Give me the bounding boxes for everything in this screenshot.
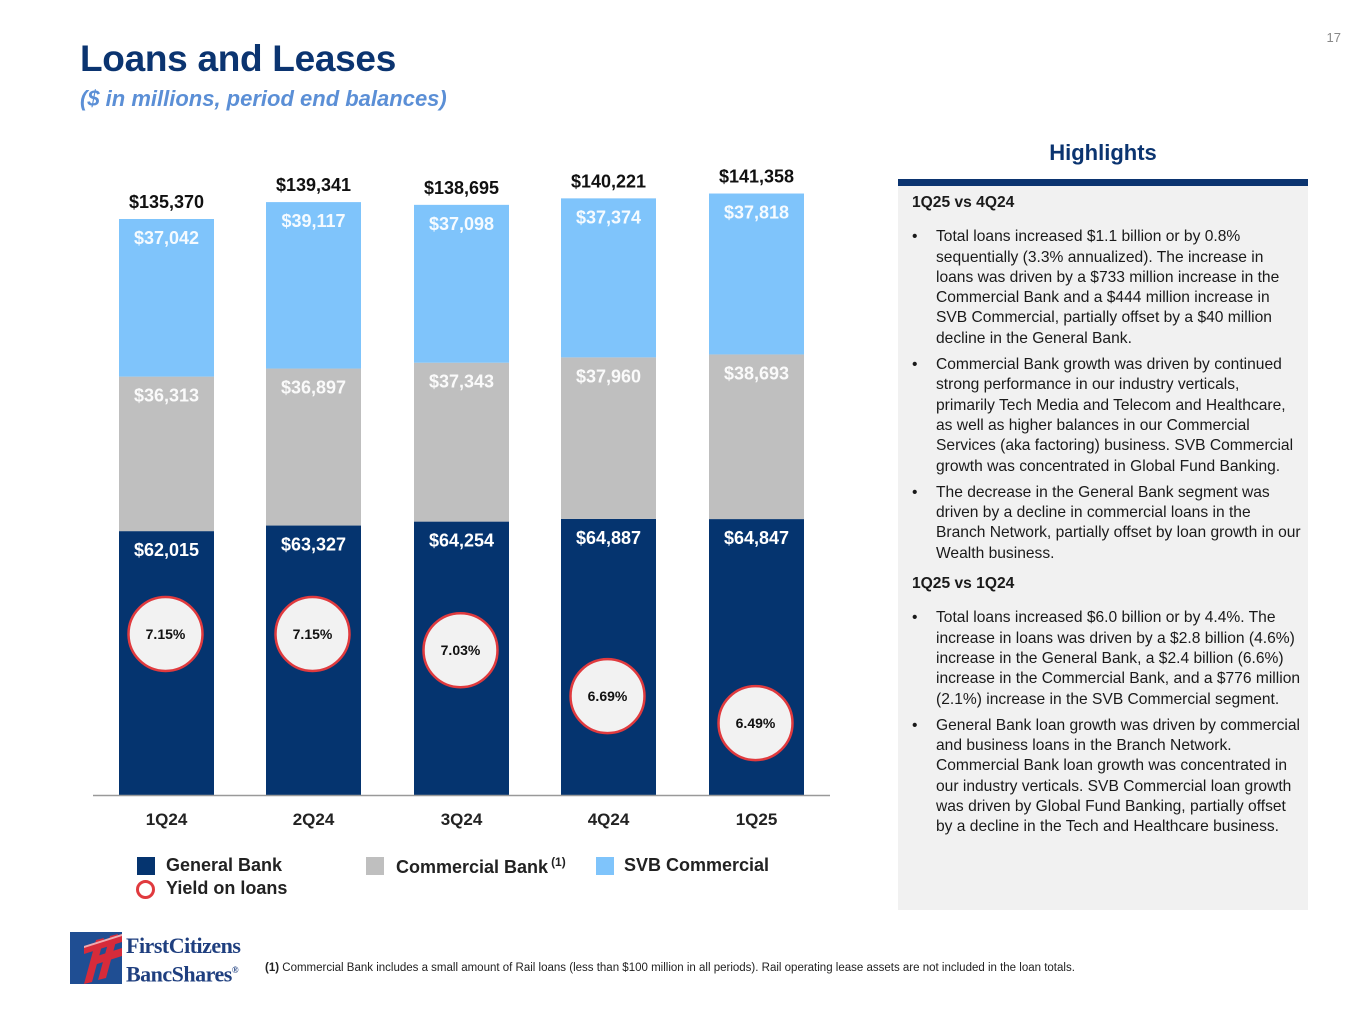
highlights-bullet: • Total loans increased $1.1 billion or b… [912, 227, 1302, 349]
legend-label-commercial-bank: Commercial Bank (1) [396, 855, 566, 878]
data-label-general-bank: $63,327 [281, 535, 346, 555]
footnote-text: Commercial Bank includes a small amount … [279, 962, 1075, 974]
legend-commercial-bank-text: Commercial Bank [396, 857, 549, 877]
highlights-bullet-text: Total loans increased $6.0 billion or by… [936, 609, 1301, 708]
legend-swatch-general-bank [137, 857, 155, 875]
highlights-bullet-text: Total loans increased $1.1 billion or by… [936, 228, 1280, 347]
data-label-commercial-bank: $38,693 [724, 363, 789, 383]
data-label-general-bank: $64,887 [576, 528, 641, 548]
legend-label-yield: Yield on loans [166, 878, 288, 898]
data-label-general-bank: $64,254 [429, 531, 494, 551]
yield-circle [274, 595, 351, 673]
legend-label-svb-commercial: SVB Commercial [624, 855, 770, 875]
yield-label: 6.49% [736, 715, 776, 731]
data-label-svb-commercial: $39,117 [281, 211, 345, 231]
highlights-section-heading: 1Q25 vs 1Q24 [912, 575, 1015, 593]
page-subtitle: ($ in millions, period end balances) [80, 86, 447, 111]
highlights-bullet-list: • Total loans increased $6.0 billion or b… [912, 608, 1302, 837]
highlights-bullet: • Total loans increased $6.0 billion or b… [912, 608, 1302, 709]
bar-segment-svb-commercial [709, 193, 804, 355]
bar-segment-commercial-bank [414, 362, 509, 522]
footnote-marker: (1) [265, 962, 280, 974]
page-title: Loans and Leases [80, 38, 396, 79]
x-axis-tick-label: 1Q25 [736, 810, 778, 829]
total-label: $138,695 [424, 178, 499, 198]
data-label-svb-commercial: $37,374 [576, 207, 641, 227]
data-label-svb-commercial: $37,818 [724, 203, 789, 223]
yield-label: 7.15% [293, 626, 333, 642]
bullet-icon: • [912, 356, 918, 374]
logo-registered-mark: ® [231, 965, 239, 975]
yield-circle [717, 684, 794, 762]
logo-line-1: FirstCitizens [126, 933, 241, 958]
yield-circle [569, 657, 646, 735]
yield-label: 7.15% [146, 626, 186, 642]
bar-segment-svb-commercial [561, 198, 656, 358]
data-label-commercial-bank: $36,313 [134, 386, 199, 406]
bullet-icon: • [912, 483, 918, 501]
highlights-divider [898, 179, 1308, 186]
highlights-bullet: • General Bank loan growth was driven by … [912, 716, 1302, 838]
first-citizens-logo: FirstCitizens BancShares® [70, 932, 250, 990]
total-label: $139,341 [276, 175, 351, 195]
legend-footnote-marker: (1) [551, 855, 566, 869]
highlights-bullet-text: Commercial Bank growth was driven by con… [936, 356, 1294, 475]
total-label: $141,358 [719, 167, 794, 187]
data-label-commercial-bank: $37,343 [429, 372, 494, 392]
total-label: $135,370 [129, 192, 204, 212]
highlights-bullet-text: General Bank loan growth was driven by c… [936, 716, 1301, 836]
legend-swatch-commercial-bank [366, 857, 384, 875]
data-label-general-bank: $62,015 [134, 540, 199, 560]
logo-flag-icon [70, 932, 122, 984]
yield-label: 7.03% [441, 642, 481, 658]
legend-swatch-svb-commercial [596, 857, 614, 875]
data-label-svb-commercial: $37,098 [429, 214, 494, 234]
highlights-bullet-text: The decrease in the General Bank segment… [936, 483, 1301, 562]
highlights-title: Highlights [1049, 140, 1157, 165]
highlights-bullet: • The decrease in the General Bank segmen… [912, 483, 1302, 564]
data-label-svb-commercial: $37,042 [134, 228, 199, 248]
bar-segment-svb-commercial [119, 219, 214, 377]
bar-segment-commercial-bank [561, 357, 656, 519]
x-axis-tick-label: 2Q24 [293, 810, 335, 829]
x-axis-tick-label: 4Q24 [588, 810, 630, 829]
data-label-commercial-bank: $36,897 [281, 378, 346, 398]
page-number: 17 [1326, 30, 1341, 45]
yield-circle [127, 595, 204, 673]
x-axis-tick-label: 3Q24 [441, 810, 483, 829]
footnote: (1) Commercial Bank includes a small amo… [265, 962, 1075, 974]
bar-segment-commercial-bank [119, 376, 214, 532]
logo-line-2-text: BancShares [126, 961, 232, 987]
yield-circle [422, 611, 499, 689]
bar-segment-svb-commercial [414, 204, 509, 363]
data-label-commercial-bank: $37,960 [576, 366, 641, 386]
highlights-bullet: • Commercial Bank growth was driven by co… [912, 355, 1302, 477]
bullet-icon: • [912, 609, 918, 627]
data-label-general-bank: $64,847 [724, 528, 789, 548]
bullet-icon: • [912, 716, 918, 734]
highlights-bullet-list: • Total loans increased $1.1 billion or b… [912, 227, 1302, 564]
logo-wordmark: FirstCitizens BancShares® [126, 933, 241, 986]
bar-segment-general-bank [561, 518, 656, 795]
x-axis-tick-label: 1Q24 [146, 810, 188, 829]
logo-line-2: BancShares® [126, 958, 240, 986]
loans-stacked-bar-chart: $62,015 $36,313 $37,042 $135,370 7.15% 1Q24 $6… [93, 167, 830, 829]
bar-segment-commercial-bank [709, 354, 804, 520]
highlights-section-heading: 1Q25 vs 4Q24 [912, 194, 1015, 211]
legend-label-general-bank: General Bank [166, 855, 283, 875]
legend-yield-ring-icon [136, 880, 155, 899]
yield-label: 6.69% [588, 688, 628, 704]
bar-segment-svb-commercial [266, 202, 361, 369]
bullet-icon: • [912, 228, 918, 246]
total-label: $140,221 [571, 171, 646, 191]
highlights-content: 1Q25 vs 4Q24 • Total loans increased $1.1 … [912, 193, 1302, 844]
bar-segment-commercial-bank [266, 368, 361, 526]
highlights-panel [898, 186, 1308, 910]
